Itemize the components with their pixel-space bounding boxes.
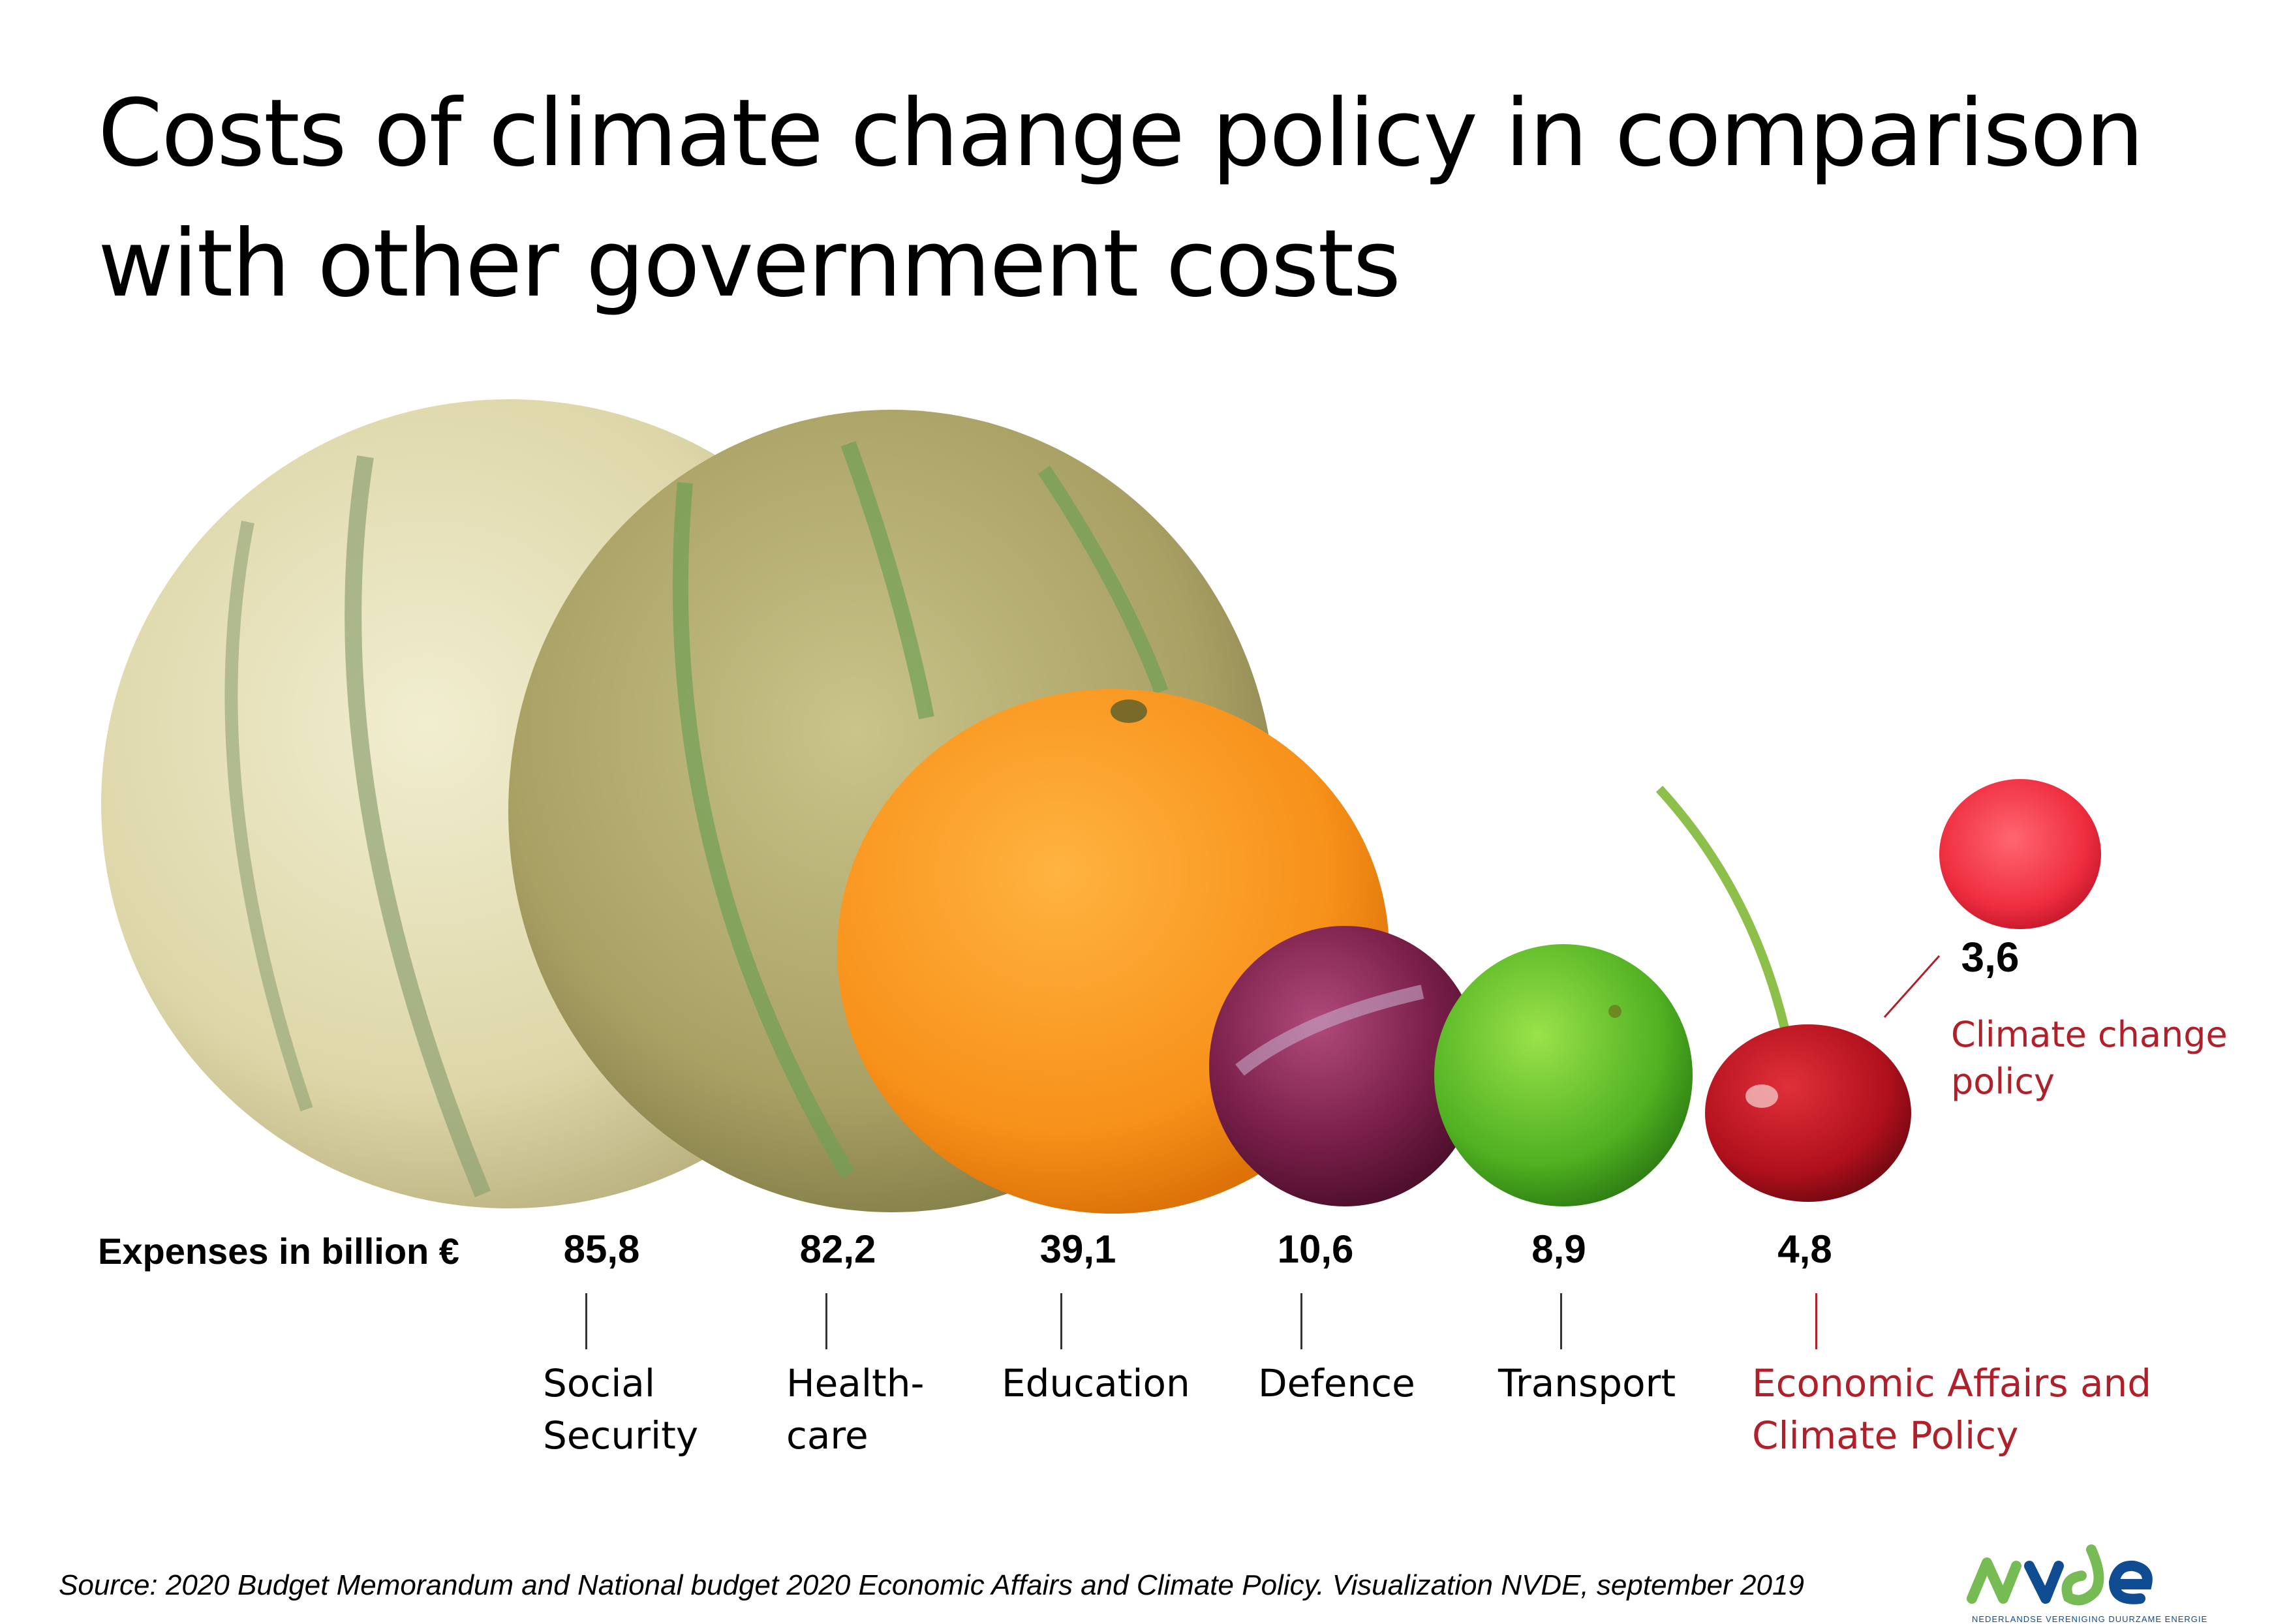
value-label-education: 39,1 (1039, 1227, 1116, 1271)
fruit-lime-transport (1434, 944, 1693, 1206)
tick-transport (1560, 1293, 1562, 1349)
value-label-healthcare: 82,2 (799, 1227, 876, 1271)
source-note: Source: 2020 Budget Memorandum and Natio… (59, 1569, 1804, 1601)
nvde-logo-mark (1967, 1544, 2153, 1606)
page-title: Costs of climate change policy in compar… (98, 80, 2144, 318)
category-label-defence: Defence (1258, 1361, 1415, 1405)
fruit-raspberry-climate-policy (1939, 779, 2101, 929)
fruit-plum-defence (1209, 926, 1481, 1206)
category-label-education: Education (1002, 1361, 1190, 1405)
value-label-transport: 8,9 (1531, 1227, 1586, 1271)
raspberry-pointer-line (1883, 955, 1941, 1018)
value-label-defence: 10,6 (1277, 1227, 1354, 1271)
nvde-logo: NEDERLANDSE VERENIGING DUURZAME ENERGIE (1958, 1540, 2207, 1624)
tick-healthcare (825, 1293, 827, 1349)
tick-education (1060, 1293, 1062, 1349)
value-label-economic-affairs: 4,8 (1777, 1227, 1832, 1271)
category-label-economic-affairs: Economic Affairs and Climate Policy (1752, 1361, 2152, 1458)
value-label-social-security: 85,8 (563, 1227, 640, 1271)
category-label-transport: Transport (1498, 1361, 1676, 1405)
tick-social-security (585, 1293, 587, 1349)
value-label-climate-policy: 3,6 (1961, 934, 2020, 981)
category-label-climate-policy: Climate change policy (1951, 1014, 2228, 1102)
tick-economic-affairs (1815, 1293, 1817, 1349)
tick-defence (1300, 1293, 1302, 1349)
expenses-axis-label: Expenses in billion € (98, 1231, 459, 1272)
category-label-social-security: Social Security (543, 1361, 699, 1458)
fruit-cherry-economic-affairs (1655, 786, 1911, 1202)
nvde-logo-subtitle: NEDERLANDSE VERENIGING DUURZAME ENERGIE (1972, 1614, 2208, 1624)
category-label-healthcare: Health-care (786, 1361, 925, 1458)
